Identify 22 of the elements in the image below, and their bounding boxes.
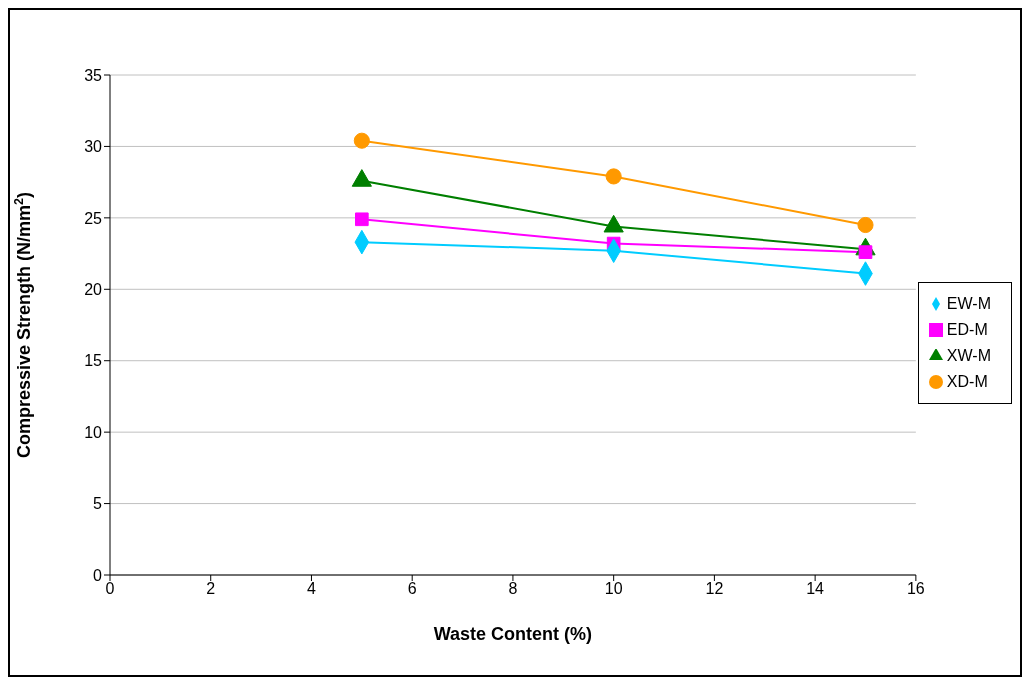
y-tick-label: 15 xyxy=(84,352,103,370)
legend-label: XW-M xyxy=(946,346,991,364)
y-tick-label: 5 xyxy=(93,495,103,513)
y-tick-label: 20 xyxy=(84,280,103,298)
x-axis-title: Waste Content (%) xyxy=(433,624,593,644)
y-tick-label: 30 xyxy=(84,138,103,156)
legend-label: EW-M xyxy=(946,294,991,312)
y-tick-label: 25 xyxy=(84,209,103,227)
x-tick-label: 12 xyxy=(705,580,724,598)
x-tick-label: 16 xyxy=(906,580,925,598)
legend-label: XD-M xyxy=(946,372,988,390)
x-tick-label: 2 xyxy=(206,580,216,598)
x-tick-label: 0 xyxy=(105,580,115,598)
y-tick-label: 35 xyxy=(84,66,103,84)
x-tick-label: 4 xyxy=(307,580,317,598)
x-tick-label: 8 xyxy=(508,580,518,598)
y-tick-label: 0 xyxy=(93,566,103,584)
x-tick-label: 6 xyxy=(407,580,417,598)
x-tick-label: 14 xyxy=(806,580,825,598)
x-tick-label: 10 xyxy=(604,580,623,598)
y-tick-label: 10 xyxy=(84,423,103,441)
legend-label: ED-M xyxy=(946,320,988,338)
